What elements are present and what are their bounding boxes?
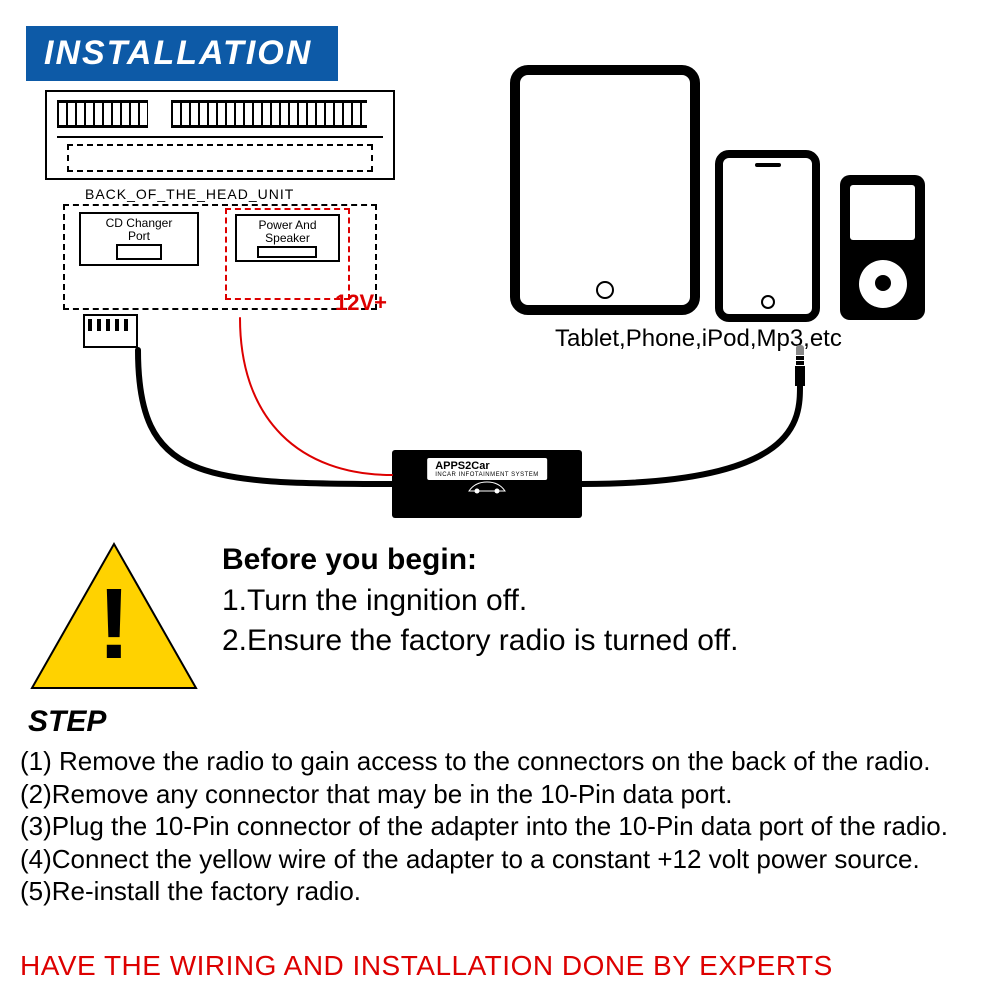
warning-icon: ! [28, 540, 200, 692]
phone-icon [715, 150, 820, 322]
car-icon [467, 480, 507, 494]
voltage-label: 12V+ [335, 290, 387, 316]
adapter-box: APPS2Car INCAR INFOTAINMENT SYSTEM [392, 450, 582, 518]
cd-changer-label: CD Changer Port [81, 214, 197, 243]
step-1: (1) Remove the radio to gain access to t… [20, 745, 975, 778]
step-3: (3)Plug the 10-Pin connector of the adap… [20, 810, 975, 843]
footer-warning: HAVE THE WIRING AND INSTALLATION DONE BY… [20, 950, 833, 982]
devices-group: Tablet,Phone,iPod,Mp3,etc [510, 55, 940, 335]
warning-row: ! Before you begin: 1.Turn the ingnition… [28, 540, 970, 692]
step-2: (2)Remove any connector that may be in t… [20, 778, 975, 811]
step-5: (5)Re-install the factory radio. [20, 875, 975, 908]
tablet-home-icon [596, 281, 614, 299]
svg-text:!: ! [97, 568, 130, 680]
tablet-icon [510, 65, 700, 315]
head-unit-back-label: BACK_OF_THE_HEAD_UNIT [85, 186, 294, 202]
before-begin-line-1: 1.Turn the ingnition off. [222, 584, 527, 617]
step-heading: STEP [28, 705, 106, 739]
head-unit-back-outline: CD Changer Port Power And Speaker [63, 204, 377, 310]
before-begin-line-2: 2.Ensure the factory radio is turned off… [222, 624, 738, 657]
head-unit-slots [57, 100, 383, 132]
adapter-brand-label: APPS2Car INCAR INFOTAINMENT SYSTEM [427, 458, 547, 480]
cd-changer-port: CD Changer Port [79, 212, 199, 266]
step-4: (4)Connect the yellow wire of the adapte… [20, 843, 975, 876]
red-power-wire [240, 318, 392, 475]
head-unit-diagram: BACK_OF_THE_HEAD_UNIT CD Changer Port Po… [45, 90, 395, 310]
ipod-icon [840, 175, 925, 320]
black-cable-left [138, 350, 392, 484]
phone-home-icon [761, 295, 775, 309]
audio-jack-icon [796, 345, 804, 387]
steps-list: (1) Remove the radio to gain access to t… [20, 745, 975, 908]
head-unit-top [45, 90, 395, 180]
power-speaker-label: Power And Speaker [237, 216, 338, 245]
black-cable-right [582, 385, 800, 484]
before-begin-block: Before you begin: 1.Turn the ingnition o… [222, 540, 738, 662]
before-begin-heading: Before you begin: [222, 543, 477, 576]
pin-connector [83, 314, 138, 348]
title-bar: INSTALLATION [26, 26, 338, 81]
power-speaker-box: Power And Speaker [225, 208, 350, 300]
